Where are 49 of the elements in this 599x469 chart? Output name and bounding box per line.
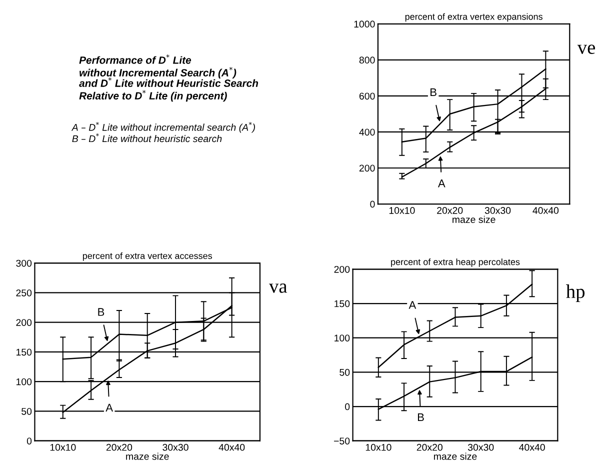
text: B xyxy=(98,308,104,316)
y-tick-label: 100 xyxy=(16,378,32,386)
chart-title: percent of extra heap percolates xyxy=(391,258,520,267)
x-tick-label: 10x10 xyxy=(389,207,415,214)
y-tick-label: 300 xyxy=(16,260,32,267)
x-tick-label: 20x20 xyxy=(106,444,132,451)
y-tick-label: 50 xyxy=(340,368,350,376)
x-axis-title: maze size xyxy=(452,216,496,223)
x-tick-label: 40x40 xyxy=(218,444,245,451)
chart-title: Performance of D$^{*}$ Lite without Incremental Search (A$^{*}$) and D$^{*}$ Lite without Heuristic Search Relative to D$^{*}$ Lite (in percent) xyxy=(79,54,258,102)
text: B xyxy=(430,88,436,96)
y-tick-label: 200 xyxy=(334,266,350,273)
x-tick-label: 40x40 xyxy=(532,207,559,214)
y-tick-label: 200 xyxy=(359,164,375,172)
y-tick-label: 800 xyxy=(359,56,375,64)
x-tick-label: 10x10 xyxy=(50,444,76,451)
y-tick-label: 150 xyxy=(334,300,350,308)
y-tick-label: 1000 xyxy=(354,20,375,28)
x-tick-label: 30x30 xyxy=(468,444,494,451)
x-tick-label: 10x10 xyxy=(366,444,392,451)
text: ve xyxy=(577,44,595,54)
y-tick-label: 200 xyxy=(16,319,32,326)
y-tick-label: 0 xyxy=(26,438,32,444)
y-tick-label: 0 xyxy=(370,200,375,208)
y-tick-label: 400 xyxy=(359,128,375,136)
text: hp xyxy=(566,284,585,302)
chart-title: percent of extra vertex accesses xyxy=(82,252,212,261)
x-axis-title: maze size xyxy=(126,452,169,460)
x-axis-title: maze size xyxy=(434,452,477,460)
text: B – D$^{*}$ Lite without heuristic search xyxy=(72,133,222,142)
legend-label: A xyxy=(106,404,114,412)
y-tick-label: 50 xyxy=(22,408,32,415)
text: va xyxy=(268,284,288,293)
y-tick-label: −50 xyxy=(334,438,350,444)
x-tick-label: 40x40 xyxy=(519,444,545,451)
text: A – D$^{*}$ Lite without incremental search (A$^{*}$) xyxy=(71,122,255,133)
chart-title: percent of extra vertex expansions xyxy=(405,13,542,22)
x-tick-label: 20x20 xyxy=(416,444,442,451)
text: A xyxy=(408,301,416,309)
y-tick-label: 100 xyxy=(334,334,350,342)
y-tick-label: 150 xyxy=(16,348,32,356)
y-tick-label: 0 xyxy=(345,403,350,410)
x-tick-label: 30x30 xyxy=(162,444,188,451)
x-tick-label: 20x20 xyxy=(437,207,463,214)
legend-label: A xyxy=(438,180,446,188)
legend-label: B xyxy=(418,413,424,422)
y-tick-label: 600 xyxy=(359,92,375,100)
x-tick-label: 30x30 xyxy=(484,207,511,214)
y-tick-label: 250 xyxy=(16,289,32,296)
